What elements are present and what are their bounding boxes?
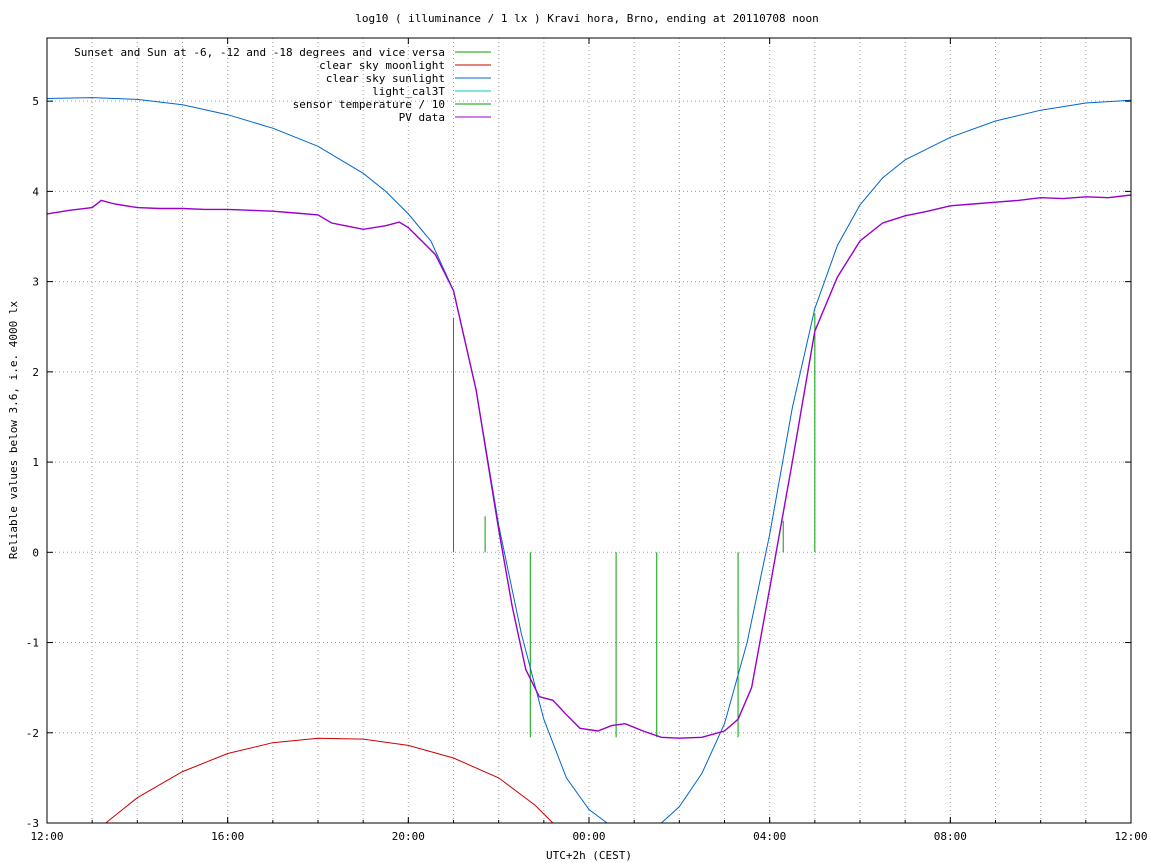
grid <box>47 38 1131 823</box>
y-tick-label: -2 <box>26 727 39 740</box>
y-tick-label: 2 <box>32 366 39 379</box>
x-tick-label: 20:00 <box>392 830 425 843</box>
y-tick-label: 3 <box>32 276 39 289</box>
legend-label: light_cal3T <box>372 85 445 98</box>
axis-ticks: 12:00 16:00 20:00 00:00 04:00 08:00 12:00 5 4 3 2 1… <box>26 38 1148 843</box>
y-tick-label: -3 <box>26 817 39 830</box>
clear-sky-moonlight-line <box>105 737 554 824</box>
legend-label: clear sky sunlight <box>326 72 445 85</box>
legend-label: Sunset and Sun at -6, -12 and -18 degree… <box>74 46 445 59</box>
legend-label: clear sky moonlight <box>319 59 445 72</box>
x-tick-label: 04:00 <box>753 830 786 843</box>
x-axis-label: UTC+2h (CEST) <box>546 849 632 862</box>
x-tick-label: 12:00 <box>1114 830 1147 843</box>
x-tick-label: 16:00 <box>211 830 244 843</box>
y-tick-label: -1 <box>26 637 39 650</box>
x-tick-label: 12:00 <box>30 830 63 843</box>
x-tick-label: 08:00 <box>934 830 967 843</box>
y-tick-label: 0 <box>32 546 39 559</box>
chart-title: log10 ( illuminance / 1 lx ) Kravi hora,… <box>355 12 819 25</box>
x-tick-label: 00:00 <box>572 830 605 843</box>
y-tick-label: 1 <box>32 456 39 469</box>
pv-data-line <box>46 194 1132 739</box>
legend-label: sensor temperature / 10 <box>293 98 445 111</box>
legend: Sunset and Sun at -6, -12 and -18 degree… <box>74 46 491 124</box>
y-tick-label: 4 <box>32 185 39 198</box>
clear-sky-sunlight-line <box>46 97 1132 824</box>
y-tick-label: 5 <box>32 95 39 108</box>
y-axis-label: Reliable values below 3.6, i.e. 4000 lx <box>7 300 20 559</box>
legend-label: PV data <box>399 111 445 124</box>
plot-area <box>46 97 1132 824</box>
